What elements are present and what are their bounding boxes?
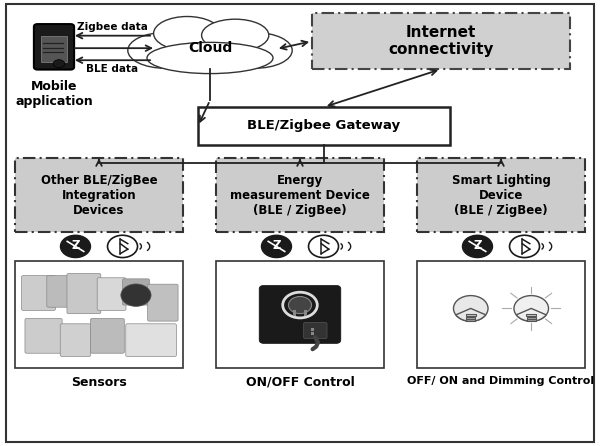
Ellipse shape (150, 24, 270, 70)
Circle shape (283, 292, 317, 318)
Text: BLE data: BLE data (86, 64, 139, 74)
Circle shape (514, 296, 548, 321)
Text: Z: Z (473, 239, 482, 252)
Bar (293, 310, 296, 316)
Bar (466, 319, 475, 321)
Text: Smart Lighting
Device
(BLE / ZigBee): Smart Lighting Device (BLE / ZigBee) (452, 173, 550, 217)
Bar (466, 317, 475, 319)
Ellipse shape (147, 42, 273, 74)
FancyBboxPatch shape (259, 285, 341, 343)
Text: Zigbee data: Zigbee data (77, 22, 148, 32)
Ellipse shape (53, 60, 65, 68)
Circle shape (262, 235, 292, 258)
FancyBboxPatch shape (25, 318, 62, 353)
Text: Energy
measurement Device
(BLE / ZigBee): Energy measurement Device (BLE / ZigBee) (230, 173, 370, 217)
Text: Cloud: Cloud (188, 41, 232, 55)
Bar (41, 36, 67, 62)
Circle shape (61, 235, 91, 258)
Wedge shape (516, 309, 546, 321)
FancyBboxPatch shape (417, 158, 585, 232)
FancyBboxPatch shape (148, 284, 178, 321)
FancyBboxPatch shape (126, 324, 176, 356)
Ellipse shape (128, 33, 202, 68)
FancyBboxPatch shape (15, 158, 183, 232)
Circle shape (289, 297, 311, 314)
Text: Other BLE/ZigBee
Integration
Devices: Other BLE/ZigBee Integration Devices (41, 173, 157, 217)
Wedge shape (456, 309, 486, 321)
FancyBboxPatch shape (312, 13, 570, 69)
FancyBboxPatch shape (216, 261, 384, 368)
Bar (311, 328, 314, 331)
Text: Internet
connectivity: Internet connectivity (388, 25, 494, 58)
FancyBboxPatch shape (47, 276, 74, 307)
FancyBboxPatch shape (22, 276, 55, 310)
Bar (527, 319, 536, 321)
Bar (527, 317, 536, 319)
Bar (526, 314, 536, 316)
Ellipse shape (218, 33, 292, 68)
FancyBboxPatch shape (304, 322, 327, 339)
Circle shape (107, 235, 137, 258)
FancyBboxPatch shape (60, 324, 91, 356)
Text: Z: Z (272, 239, 281, 252)
Ellipse shape (202, 19, 269, 51)
FancyBboxPatch shape (67, 273, 101, 314)
FancyBboxPatch shape (91, 318, 124, 353)
FancyBboxPatch shape (122, 279, 149, 305)
FancyBboxPatch shape (216, 158, 384, 232)
Bar (311, 332, 314, 335)
FancyBboxPatch shape (417, 261, 585, 368)
FancyBboxPatch shape (198, 107, 450, 145)
Circle shape (308, 235, 338, 258)
Bar (466, 314, 476, 316)
Text: ON/OFF Control: ON/OFF Control (245, 376, 355, 389)
FancyBboxPatch shape (97, 278, 126, 310)
Text: Mobile
application: Mobile application (15, 80, 93, 108)
FancyBboxPatch shape (34, 24, 74, 70)
Text: Z: Z (71, 239, 80, 252)
Text: OFF/ ON and Dimming Control: OFF/ ON and Dimming Control (407, 376, 595, 386)
Circle shape (454, 296, 488, 321)
Text: BLE/Zigbee Gateway: BLE/Zigbee Gateway (247, 120, 401, 132)
FancyBboxPatch shape (15, 261, 183, 368)
Circle shape (463, 235, 493, 258)
Circle shape (509, 235, 539, 258)
Text: Sensors: Sensors (71, 376, 127, 389)
Ellipse shape (154, 17, 221, 50)
Bar (304, 310, 307, 316)
Circle shape (121, 284, 151, 306)
